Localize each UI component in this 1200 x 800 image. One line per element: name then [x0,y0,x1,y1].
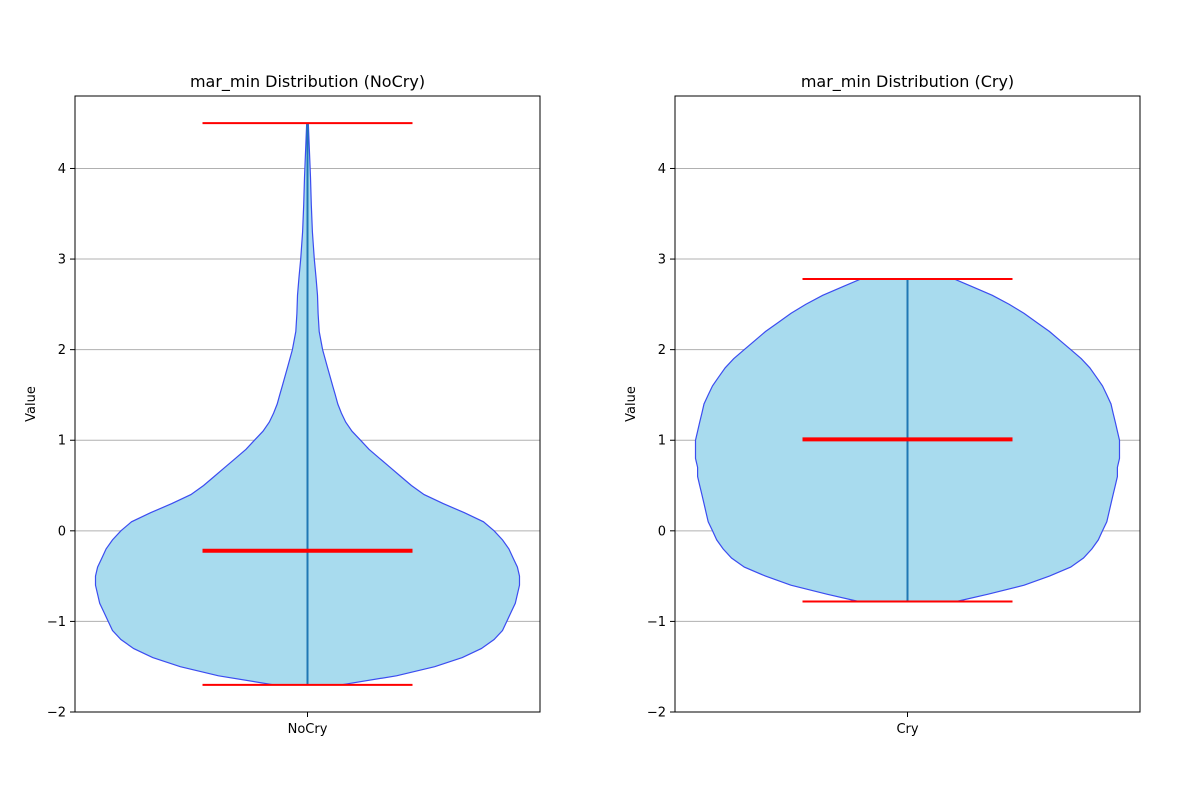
y-axis-label: Value [24,386,39,422]
x-ticks: NoCry [288,712,328,737]
chart-title: mar_min Distribution (NoCry) [190,72,425,92]
y-tick-label: 3 [58,253,66,268]
y-tick-label: 4 [58,162,66,177]
y-ticks: −2 −1 0 1 2 3 4 [647,162,675,721]
y-tick-label: 2 [658,343,666,358]
y-tick-label: −1 [47,615,66,630]
chart-nocry: −2 −1 0 1 2 3 4 NoCry mar_min Distribution (No… [24,72,541,737]
x-ticks: Cry [896,712,919,737]
chart-title: mar_min Distribution (Cry) [801,72,1014,92]
y-tick-label: 0 [58,524,66,539]
y-tick-label: 1 [658,434,666,449]
y-tick-label: 0 [658,524,666,539]
y-ticks: −2 −1 0 1 2 3 4 [47,162,75,721]
y-axis-label: Value [624,386,639,422]
chart-cry: −2 −1 0 1 2 3 4 Cry mar_min Distribution (Cry)… [624,72,1141,737]
y-tick-label: −1 [647,615,666,630]
y-tick-label: −2 [647,706,666,721]
y-tick-label: 2 [58,343,66,358]
x-tick-label: NoCry [288,722,328,737]
x-tick-label: Cry [896,722,918,737]
y-tick-label: 3 [658,253,666,268]
y-tick-label: 4 [658,162,666,177]
y-tick-label: 1 [58,434,66,449]
y-tick-label: −2 [47,706,66,721]
